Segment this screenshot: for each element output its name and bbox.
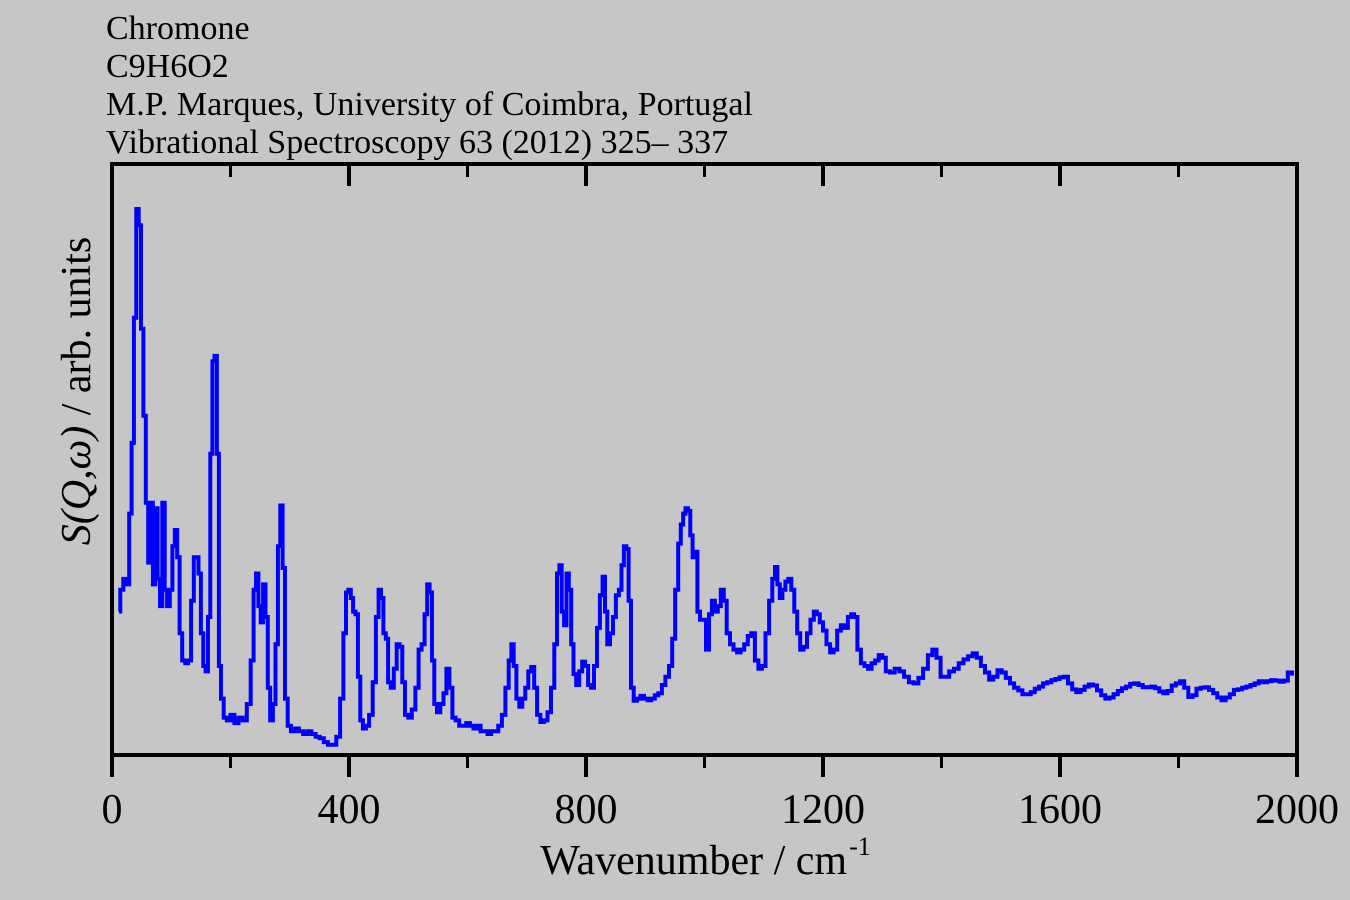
plot-frame [110, 162, 1299, 757]
x-axis-title-text: Wavenumber / cm [540, 838, 848, 884]
figure-header: Chromone C9H6O2 M.P. Marques, University… [106, 10, 753, 162]
x-axis-title-exponent: -1 [849, 832, 871, 861]
author-affiliation: M.P. Marques, University of Coimbra, Por… [106, 86, 753, 123]
x-tick-label: 800 [555, 787, 618, 833]
chemical-formula: C9H6O2 [106, 48, 229, 85]
x-tick-label: 400 [318, 787, 381, 833]
compound-name: Chromone [106, 10, 250, 47]
spectrum-curve [118, 207, 1294, 747]
journal-reference: Vibrational Spectroscopy 63 (2012) 325– … [106, 124, 729, 161]
x-axis-title: Wavenumber / cm-1 [112, 832, 1297, 885]
x-tick-label: 2000 [1255, 787, 1339, 833]
x-tick-label: 1200 [781, 787, 865, 833]
x-tick-label: 1600 [1018, 787, 1102, 833]
y-axis-title-units: / arb. units [54, 236, 100, 426]
x-tick-label: 0 [102, 787, 123, 833]
y-axis-title: S(Q,ω) / arb. units [53, 237, 101, 545]
y-axis-title-function: S(Q,ω) [54, 425, 100, 546]
